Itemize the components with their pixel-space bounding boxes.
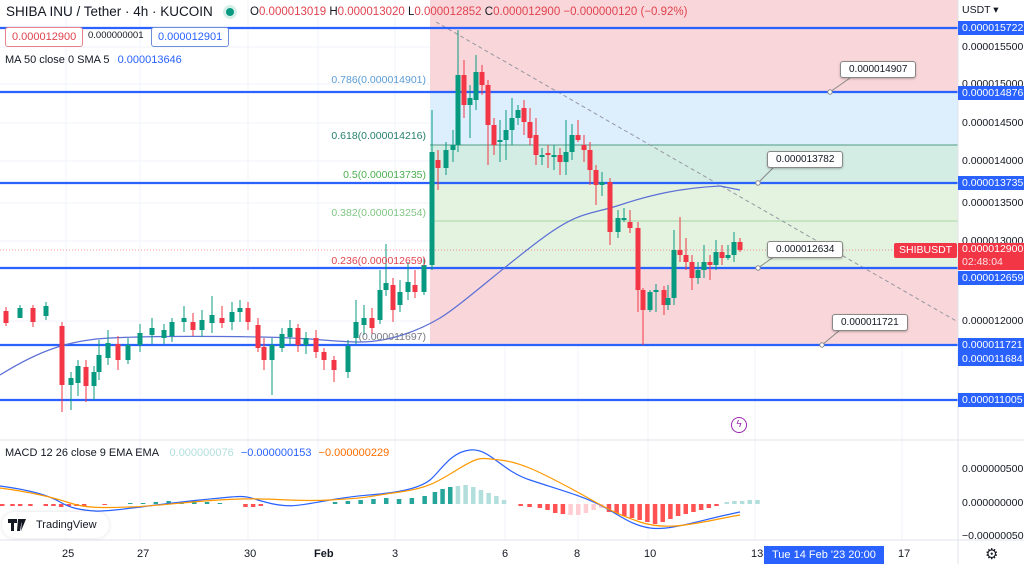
level-badge: 0.000015722 [958,21,1024,35]
time-tick: 17 [898,548,911,560]
price-tick: 0.000012000 [962,315,1024,327]
time-tick: 6 [502,548,509,560]
price-note-callout[interactable]: 0.000014907 [840,61,917,78]
sell-button[interactable]: 0.000012900 [5,27,84,47]
currency-selector[interactable]: USDT ▾ [962,4,999,16]
high-label: H [329,6,338,18]
high-value: 0.000013020 [337,6,405,18]
price-note-callout[interactable]: 0.000012634 [767,241,844,258]
level-badge: 0.000014876 [958,86,1024,100]
tradingview-logo-icon [8,519,26,531]
tradingview-logo-text: TradingView [36,519,97,531]
ma-legend-label: MA 50 close 0 SMA 5 [5,54,110,66]
current-price-badge: 0.000012900 02:48:04 [958,243,1024,270]
time-tick: 13 [751,548,764,560]
fib-label-0786: 0.786(0.000014901) [331,74,426,86]
change-value: −0.000000120 (−0.92%) [563,6,688,18]
ohlc-legend: O0.000013019 H0.000013020 L0.000012852 C… [250,6,687,18]
macd-axis[interactable]: 0.000000500 0.000000000 −0.000000500 [958,440,1024,542]
time-tick: Feb [314,548,334,560]
price-note-callout[interactable]: 0.000013782 [767,151,844,168]
tradingview-logo[interactable]: TradingView [2,512,109,538]
level-badge: 0.000011684 [958,352,1024,366]
gear-icon[interactable]: ⚙ [985,546,999,563]
crosshair-time-label: Tue 14 Feb '23 20:00 [764,546,884,564]
ma-legend-value: 0.000013646 [117,54,182,66]
price-axis[interactable]: 0.000015500 0.000015000 0.000014500 0.00… [958,0,1024,440]
macd-tick: −0.000000500 [962,530,1024,542]
lightning-icon[interactable]: ϟ [731,417,747,433]
fib-label-0382: 0.382(0.000013254) [331,207,426,219]
current-price-value: 0.000012900 [962,243,1024,255]
macd-tick: 0.000000000 [962,497,1024,509]
time-tick: 27 [137,548,150,560]
macd-legend-label: MACD 12 26 close 9 EMA EMA [5,447,159,459]
market-status-dot [226,8,234,16]
spread-value: 0.000000001 [88,30,144,41]
price-tick: 0.000014500 [962,117,1024,129]
symbol-price-tag: SHIBUSDT [894,243,958,258]
macd-histogram-value: 0.000000076 [169,447,234,459]
price-tick: 0.000014000 [962,155,1024,167]
price-tick: 0.000013500 [962,197,1024,209]
price-tick: 0.000015500 [962,41,1024,53]
level-badge: 0.000011721 [958,338,1024,352]
time-tick: 8 [574,548,581,560]
time-tick: 10 [644,548,657,560]
level-badge: 0.000011005 [958,393,1024,407]
time-tick: 30 [244,548,257,560]
close-value: 0.000012900 [493,6,561,18]
ma-indicator-legend[interactable]: MA 50 close 0 SMA 5 0.000013646 [5,54,182,66]
macd-tick: 0.000000500 [962,463,1024,475]
fib-label-0236: 0.236(0.000012659) [331,255,426,267]
macd-line-value: −0.000000153 [240,447,312,459]
open-value: 0.000013019 [258,6,327,18]
close-label: C [484,6,494,18]
low-label: L [407,6,415,18]
symbol-title[interactable]: SHIBA INU / Tether · 4h · KUCOIN [6,4,213,19]
low-value: 0.000012852 [414,6,482,18]
candle-countdown: 02:48:04 [962,256,1003,268]
time-tick: 3 [392,548,399,560]
fib-label-0618: 0.618(0.000014216) [331,130,426,142]
macd-legend[interactable]: MACD 12 26 close 9 EMA EMA 0.000000076 −… [5,447,389,459]
level-badge: 0.000013735 [958,176,1024,190]
fib-label-05: 0.5(0.000013735) [343,169,426,181]
macd-signal-value: −0.000000229 [318,447,390,459]
fib-label-0: (0.000011697) [358,331,426,343]
price-note-callout[interactable]: 0.000011721 [832,314,908,331]
time-tick: 25 [62,548,75,560]
open-label: O [250,6,259,18]
buy-button[interactable]: 0.000012901 [151,27,230,47]
level-badge: 0.000012659 [958,271,1024,285]
